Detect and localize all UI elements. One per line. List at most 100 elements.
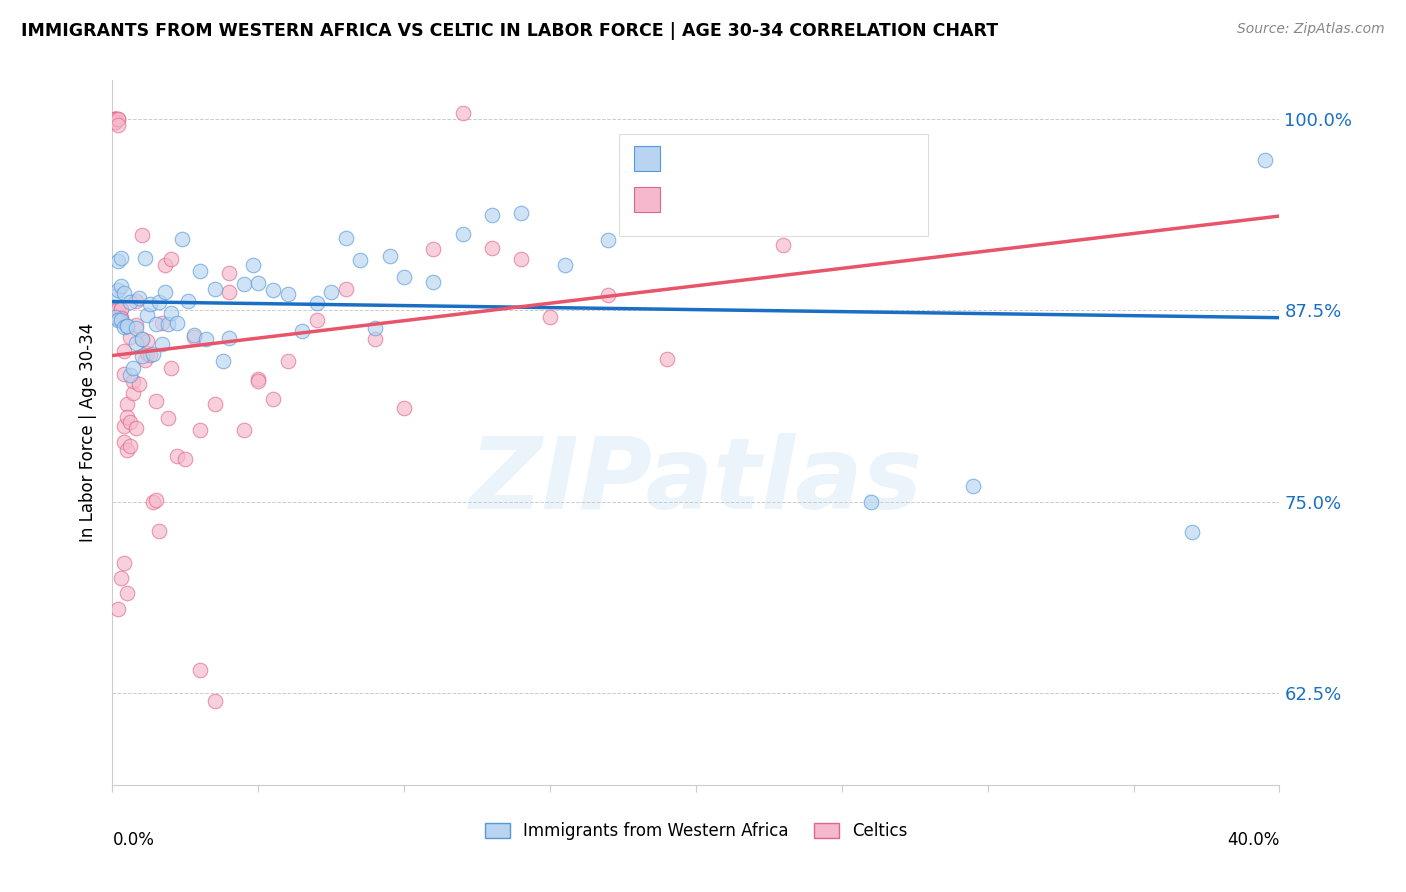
Point: [142, 347, 165, 361]
Point: [118, 415, 141, 429]
Point: [291, 324, 314, 338]
Point: [204, 397, 226, 411]
Point: [128, 377, 150, 392]
Point: [247, 276, 270, 290]
Point: [131, 228, 153, 243]
Point: [104, 112, 127, 126]
Point: [232, 277, 254, 292]
Point: [107, 301, 129, 316]
Point: [335, 282, 357, 296]
Point: [145, 393, 167, 408]
Point: [451, 106, 474, 120]
Point: [131, 332, 153, 346]
Y-axis label: In Labor Force | Age 30-34: In Labor Force | Age 30-34: [79, 323, 97, 542]
Point: [451, 227, 474, 241]
Point: [335, 231, 357, 245]
Point: [115, 319, 138, 334]
Point: [110, 301, 132, 316]
Point: [104, 112, 127, 126]
Point: [107, 283, 129, 297]
Point: [122, 385, 145, 400]
Point: [378, 249, 401, 263]
Point: [107, 301, 129, 316]
Point: [212, 353, 235, 368]
Point: [110, 310, 132, 325]
Point: [183, 330, 205, 344]
Point: [104, 112, 127, 126]
Point: [188, 663, 211, 677]
Point: [1181, 525, 1204, 540]
Point: [107, 253, 129, 268]
Point: [166, 316, 188, 330]
Text: ZIPatlas: ZIPatlas: [470, 434, 922, 531]
Text: IMMIGRANTS FROM WESTERN AFRICA VS CELTIC IN LABOR FORCE | AGE 30-34 CORRELATION : IMMIGRANTS FROM WESTERN AFRICA VS CELTIC…: [21, 22, 998, 40]
Point: [204, 694, 226, 708]
Text: 0.0%: 0.0%: [112, 830, 155, 849]
Point: [112, 556, 135, 570]
Point: [554, 259, 576, 273]
Point: [104, 112, 127, 126]
Point: [142, 495, 165, 509]
Point: [145, 492, 167, 507]
Point: [962, 479, 984, 493]
Point: [110, 314, 132, 328]
Point: [166, 450, 188, 464]
Point: [1254, 153, 1277, 167]
Point: [125, 336, 148, 351]
Point: [148, 294, 170, 309]
Point: [112, 419, 135, 434]
Point: [104, 114, 127, 128]
Point: [131, 332, 153, 346]
Point: [188, 263, 211, 277]
Point: [150, 316, 173, 330]
Point: [136, 308, 159, 322]
Point: [107, 112, 129, 126]
Point: [115, 442, 138, 457]
Point: [685, 197, 707, 211]
Point: [112, 343, 135, 358]
Point: [177, 293, 200, 308]
Point: [232, 424, 254, 438]
Point: [481, 241, 503, 255]
Point: [860, 494, 883, 508]
Point: [394, 401, 416, 415]
Point: [394, 270, 416, 285]
Point: [262, 392, 284, 406]
Text: R = 0.403   N = 80: R = 0.403 N = 80: [671, 192, 870, 211]
Point: [153, 285, 176, 299]
Point: [131, 349, 153, 363]
Point: [110, 252, 132, 266]
Point: [118, 295, 141, 310]
Point: [276, 354, 298, 368]
Point: [160, 306, 183, 320]
Point: [422, 275, 444, 289]
Point: [122, 374, 145, 388]
Point: [118, 330, 141, 344]
Text: 40.0%: 40.0%: [1227, 830, 1279, 849]
Point: [115, 409, 138, 424]
Text: Source: ZipAtlas.com: Source: ZipAtlas.com: [1237, 22, 1385, 37]
Point: [107, 112, 129, 126]
Point: [349, 252, 371, 267]
Point: [110, 301, 132, 316]
Point: [174, 452, 197, 467]
Point: [104, 289, 127, 303]
Point: [321, 285, 343, 299]
Point: [136, 334, 159, 348]
Point: [107, 601, 129, 615]
Point: [262, 283, 284, 297]
Point: [107, 118, 129, 132]
Point: [112, 367, 135, 381]
Point: [481, 208, 503, 222]
Point: [160, 252, 183, 266]
Point: [112, 320, 135, 334]
Point: [125, 321, 148, 335]
Point: [134, 252, 156, 266]
Point: [110, 278, 132, 293]
Point: [115, 586, 138, 600]
Point: [110, 571, 132, 585]
Point: [242, 258, 264, 272]
Point: [509, 206, 531, 220]
Point: [172, 232, 194, 246]
Point: [422, 242, 444, 256]
